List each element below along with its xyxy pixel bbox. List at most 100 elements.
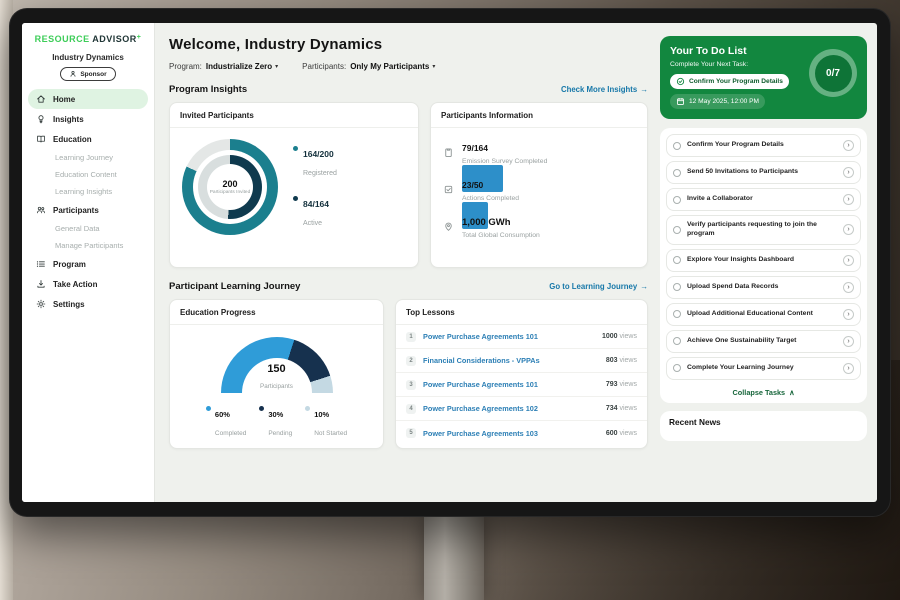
- views-value: 793: [605, 381, 618, 388]
- sidebar-item-take-action[interactable]: Take Action: [22, 274, 154, 294]
- task-row[interactable]: Complete Your Learning Journey ›: [666, 356, 861, 380]
- task-checkbox[interactable]: [673, 310, 681, 319]
- progress-fill: [462, 202, 489, 229]
- task-checkbox[interactable]: [673, 337, 681, 346]
- todo-next-task-pill[interactable]: Confirm Your Program Details: [670, 74, 789, 89]
- task-row[interactable]: Upload Additional Educational Content ›: [666, 302, 861, 326]
- task-row[interactable]: Confirm Your Program Details ›: [666, 134, 861, 157]
- task-label: Achieve One Sustainability Target: [687, 336, 797, 344]
- actions-label: Actions Completed: [462, 195, 520, 202]
- task-row[interactable]: Explore Your Insights Dashboard ›: [666, 248, 861, 272]
- sidebar-item-learning-journey[interactable]: Learning Journey: [22, 149, 154, 166]
- chevron-right-icon[interactable]: ›: [843, 194, 854, 205]
- views-value: 734: [605, 405, 618, 412]
- task-checkbox[interactable]: [673, 141, 681, 150]
- lesson-link[interactable]: Power Purchase Agreements 102: [423, 404, 538, 413]
- gauge-center: 150 Participants: [221, 363, 333, 393]
- task-checkbox[interactable]: [673, 364, 681, 373]
- participants-filter[interactable]: Participants: Only My Participants ▾: [302, 62, 435, 71]
- invited-donut-ring: 200 Participants Invited: [182, 139, 278, 235]
- task-label: Send 50 Invitations to Participants: [687, 168, 799, 176]
- sidebar-item-education-content[interactable]: Education Content: [22, 166, 154, 183]
- invited-donut-gap: 200 Participants Invited: [193, 150, 267, 224]
- sidebar-item-education[interactable]: Education: [22, 129, 154, 149]
- link-label: Check More Insights: [560, 85, 638, 94]
- completed-label: Completed: [214, 430, 247, 437]
- task-row[interactable]: Achieve One Sustainability Target ›: [666, 329, 861, 353]
- monitor-bezel: RESOURCE ADVISOR+ Industry Dynamics Spon…: [9, 8, 891, 517]
- book-icon: [36, 134, 46, 144]
- chevron-right-icon[interactable]: ›: [843, 281, 854, 293]
- task-row[interactable]: Upload Spend Data Records ›: [666, 275, 861, 299]
- chevron-down-icon: ▾: [432, 64, 436, 70]
- chevron-right-icon[interactable]: ›: [843, 140, 854, 151]
- go-to-learning-journey-link[interactable]: Go to Learning Journey →: [549, 282, 648, 291]
- participants-filter-label: Participants:: [302, 62, 347, 71]
- lightbulb-icon: [36, 114, 46, 124]
- task-checkbox[interactable]: [673, 168, 681, 177]
- location-pin-icon: [443, 213, 454, 239]
- chevron-right-icon[interactable]: ›: [843, 362, 854, 374]
- sidebar-item-label: General Data: [55, 224, 100, 233]
- todo-progress: 0/7: [814, 54, 852, 92]
- todo-next-task-label: Confirm Your Program Details: [689, 78, 783, 85]
- task-label: Upload Additional Educational Content: [687, 309, 813, 317]
- collapse-tasks-link[interactable]: Collapse Tasks ∧: [666, 384, 861, 400]
- program-filter[interactable]: Program: Industrialize Zero ▾: [169, 62, 278, 71]
- consumption-label: Total Global Consumption: [462, 232, 540, 239]
- task-checkbox[interactable]: [673, 225, 681, 234]
- lesson-link[interactable]: Power Purchase Agreements 101: [423, 332, 538, 341]
- chevron-right-icon[interactable]: ›: [843, 167, 854, 178]
- lesson-link[interactable]: Financial Considerations - VPPAs: [423, 356, 540, 365]
- filters-bar: Program: Industrialize Zero ▾ Participan…: [169, 62, 648, 71]
- task-checkbox[interactable]: [673, 283, 681, 292]
- todo-column: Your To Do List Complete Your Next Task:…: [660, 23, 877, 502]
- legend-item-not-started: 10% Not Started: [305, 404, 347, 440]
- task-row[interactable]: Send 50 Invitations to Participants ›: [666, 161, 861, 184]
- not-started-label: Not Started: [314, 430, 348, 437]
- chevron-right-icon[interactable]: ›: [843, 335, 854, 347]
- chevron-right-icon[interactable]: ›: [843, 308, 854, 320]
- sponsor-badge[interactable]: Sponsor: [60, 67, 116, 81]
- collapse-label: Collapse Tasks: [732, 387, 786, 397]
- todo-title: Your To Do List: [670, 45, 747, 57]
- gear-icon: [36, 299, 46, 309]
- chevron-right-icon[interactable]: ›: [843, 254, 854, 266]
- views-suffix: views: [619, 357, 637, 364]
- education-progress-card: Education Progress 150 Participants: [169, 299, 384, 449]
- survey-value: 79/164: [462, 143, 488, 153]
- survey-label: Emission Survey Completed: [462, 158, 548, 165]
- sidebar-item-label: Home: [53, 94, 76, 104]
- views-suffix: views: [619, 381, 637, 388]
- main-content: Welcome, Industry Dynamics Program: Indu…: [155, 23, 660, 502]
- task-checkbox[interactable]: [673, 195, 681, 204]
- learning-journey-header: Participant Learning Journey Go to Learn…: [169, 281, 648, 292]
- task-checkbox[interactable]: [673, 256, 681, 265]
- progress-fill: [462, 165, 503, 192]
- sidebar-item-general-data[interactable]: General Data: [22, 220, 154, 237]
- lesson-views: 1000 views: [602, 333, 637, 340]
- sidebar-item-participants[interactable]: Participants: [22, 200, 154, 220]
- lesson-row: 4 Power Purchase Agreements 102 734 view…: [396, 397, 647, 421]
- sidebar-item-manage-participants[interactable]: Manage Participants: [22, 237, 154, 254]
- check-more-insights-link[interactable]: Check More Insights →: [561, 85, 648, 94]
- chevron-right-icon[interactable]: ›: [843, 224, 854, 236]
- task-row[interactable]: Verify participants requesting to join t…: [666, 215, 861, 245]
- sidebar-menu: Home Insights Education Learning Journey…: [22, 89, 154, 314]
- sidebar-item-insights[interactable]: Insights: [22, 109, 154, 129]
- lesson-link[interactable]: Power Purchase Agreements 101: [423, 380, 538, 389]
- lesson-row: 5 Power Purchase Agreements 103 600 view…: [396, 421, 647, 445]
- legend-item-completed: 60% Completed: [205, 404, 247, 440]
- task-row[interactable]: Invite a Collaborator ›: [666, 188, 861, 211]
- task-label: Confirm Your Program Details: [687, 141, 784, 149]
- lesson-link[interactable]: Power Purchase Agreements 103: [423, 428, 538, 438]
- views-value: 600: [605, 429, 618, 437]
- legend-item-pending: 30% Pending: [259, 404, 292, 440]
- not-started-pct: 10%: [314, 410, 330, 419]
- sidebar-item-learning-insights[interactable]: Learning Insights: [22, 183, 154, 200]
- lesson-row: 1 Power Purchase Agreements 101 1000 vie…: [396, 325, 647, 349]
- sidebar-item-program[interactable]: Program: [22, 254, 154, 274]
- sidebar-item-settings[interactable]: Settings: [22, 294, 154, 314]
- sidebar-item-home[interactable]: Home: [28, 89, 148, 109]
- top-lessons-card: Top Lessons 1 Power Purchase Agreements …: [395, 299, 648, 449]
